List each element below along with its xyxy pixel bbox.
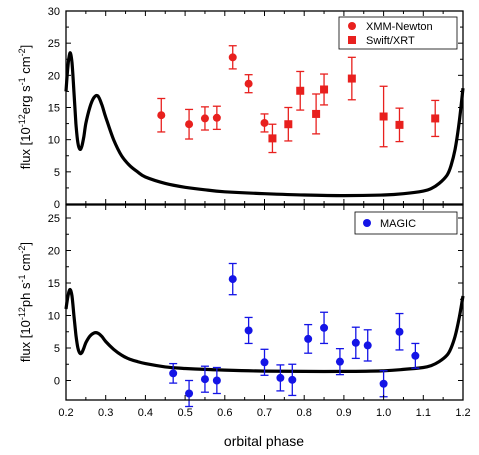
top-y-tick-label: 20 [48, 70, 60, 82]
top-model-curve [64, 51, 465, 198]
x-tick-label: 0.7 [257, 407, 272, 419]
magic-point [320, 323, 329, 332]
x-tick-label: 0.3 [98, 407, 113, 419]
bottom-y-tick-label: 25 [48, 213, 60, 225]
top-y-axis-label: flux [10-12erg s-1 cm-2] [17, 45, 33, 169]
top-y-ticks: 0 5 10 15 20 25 30 [48, 6, 463, 211]
magic-point [276, 373, 285, 382]
swift-xrt-point [320, 85, 329, 94]
xmm-newton-point [212, 113, 221, 122]
magic-point [363, 341, 372, 350]
magic-point [288, 375, 297, 384]
magic-point [379, 379, 388, 388]
xmm-newton-point [260, 118, 269, 127]
bottom-y-tick-label: 10 [48, 311, 60, 323]
magic-point [260, 358, 269, 367]
top-y-tick-label: 25 [48, 38, 60, 50]
legend-label-magic: MAGIC [380, 218, 416, 230]
top-y-tick-label: 15 [48, 103, 60, 115]
swift-xrt-point [312, 109, 321, 118]
x-axis-label: orbital phase [224, 433, 304, 449]
swift-xrt-point [431, 114, 440, 123]
bottom-y-tick-label: 5 [54, 343, 60, 355]
x-tick-label: 1.1 [416, 407, 431, 419]
bottom-y-axis-label-sup2: -1 [17, 275, 27, 283]
legend-marker-xmm [348, 22, 356, 30]
x-tick-label: 0.2 [58, 407, 73, 419]
x-tick-label: 0.6 [217, 407, 232, 419]
top-x-ticks [65, 11, 464, 204]
magic-point [411, 351, 420, 360]
bottom-y-tick-label: 15 [48, 278, 60, 290]
magic-point [228, 275, 237, 284]
xmm-newton-point [185, 120, 194, 129]
magic-point [351, 338, 360, 347]
bottom-model-curve [64, 287, 465, 374]
legend-label-xmm: XMM-Newton [366, 21, 433, 33]
top-y-axis-label-sup3: -2 [17, 48, 27, 56]
top-y-tick-label: 5 [54, 167, 60, 179]
xmm-newton-point [157, 111, 166, 120]
swift-xrt-point [296, 86, 305, 95]
bottom-y-axis-label-unit2: cm [18, 254, 33, 275]
bottom-y-axis-label-end: ] [18, 242, 33, 246]
bottom-y-axis-label-main: flux [10 [18, 320, 33, 362]
bottom-y-axis-label: flux [10-12ph s-1 cm-2] [17, 242, 33, 362]
top-y-axis-label-end: ] [18, 45, 33, 49]
magic-point [185, 389, 194, 398]
bottom-y-axis-label-sup3: -2 [17, 246, 27, 254]
bottom-y-ticks: 0 5 10 15 20 25 [48, 213, 463, 388]
x-tick-label: 0.5 [177, 407, 192, 419]
top-y-axis-label-unit: erg s [18, 85, 33, 114]
magic-point [244, 326, 253, 335]
swift-xrt-point [268, 134, 277, 143]
top-y-axis-label-sup: -12 [17, 114, 27, 127]
bottom-x-ticks: 0.2 0.3 0.4 0.5 0.6 0.7 0.8 0.9 1.0 1.1 1.2 [58, 205, 471, 419]
top-y-tick-label: 10 [48, 135, 60, 147]
top-legend: XMM-Newton Swift/XRT [338, 16, 458, 50]
bottom-y-axis-label-unit: ph s [18, 282, 33, 307]
top-legend-box [338, 16, 458, 50]
top-grid-and-curve [64, 45, 465, 198]
legend-marker-magic [363, 219, 371, 227]
magic-point [169, 369, 178, 378]
bottom-y-tick-label: 0 [54, 376, 60, 388]
top-y-tick-label: 0 [54, 199, 60, 211]
bottom-legend: MAGIC [354, 211, 458, 235]
swift-xrt-point [379, 112, 388, 121]
top-y-axis-label-main: flux [10 [18, 127, 33, 169]
top-y-tick-label: 30 [48, 6, 60, 18]
bottom-grid-and-curve [64, 262, 465, 408]
x-tick-label: 1.2 [455, 407, 470, 419]
magic-point [395, 327, 404, 336]
bottom-legend-box [354, 211, 458, 235]
xmm-newton-point [200, 114, 209, 123]
x-tick-label: 1.0 [376, 407, 391, 419]
top-y-axis-label-unit2: cm [18, 56, 33, 77]
swift-xrt-point [395, 120, 404, 129]
top-panel: 0 5 10 15 20 25 30 flux [10-12erg s-1 cm-2] XM… [17, 6, 465, 211]
swift-xrt-point [347, 74, 356, 83]
x-tick-label: 0.9 [336, 407, 351, 419]
swift-xrt-point [284, 120, 293, 129]
x-tick-label: 0.8 [297, 407, 312, 419]
magic-point [200, 375, 209, 384]
bottom-y-axis-label-sup: -12 [17, 307, 27, 320]
magic-point [304, 334, 313, 343]
bottom-panel: 0 5 10 15 20 25 0.2 0.3 0.4 0.5 0.6 0.7 0.8 0.9 1.0 1.… [17, 204, 471, 419]
xmm-newton-point [244, 79, 253, 88]
top-y-axis-label-sup2: -1 [17, 77, 27, 85]
magic-point [335, 357, 344, 366]
bottom-y-tick-label: 20 [48, 246, 60, 258]
magic-point [212, 376, 221, 385]
x-tick-label: 0.4 [138, 407, 153, 419]
legend-label-swift: Swift/XRT [366, 35, 415, 47]
xmm-newton-point [228, 53, 237, 62]
legend-marker-swift [348, 36, 356, 44]
